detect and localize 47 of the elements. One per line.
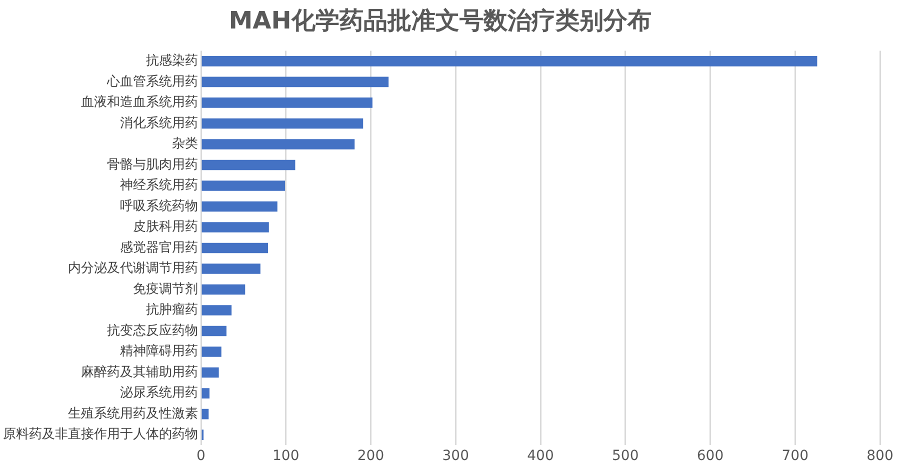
- bar: [202, 160, 296, 170]
- bar: [202, 139, 355, 150]
- bar: [202, 76, 389, 88]
- y-tick-label: 原料药及非直接作用于人体的药物: [3, 427, 198, 442]
- y-tick-label: 麻醉药及其辅助用药: [81, 364, 198, 380]
- y-tick-label: 生殖系统用药及性激素: [68, 406, 198, 422]
- bar: [202, 98, 372, 108]
- bar: [202, 222, 269, 232]
- bar: [202, 118, 364, 129]
- bar: [202, 264, 260, 274]
- y-tick-label: 抗变态反应药物: [107, 322, 198, 338]
- x-tick-label: 200: [357, 448, 384, 464]
- bar: [202, 388, 210, 398]
- y-tick-label: 免疫调节剂: [133, 280, 198, 297]
- bar: [202, 284, 246, 295]
- y-tick-label: 抗肿瘤药: [146, 302, 198, 318]
- x-tick-label: 800: [866, 448, 894, 464]
- y-tick-label: 抗感染药: [146, 54, 198, 69]
- bar: [202, 242, 268, 254]
- x-tick-label: 300: [442, 448, 469, 464]
- y-tick-label: 血液和造血系统用药: [81, 95, 198, 110]
- y-tick-label: 泌尿系统用药: [120, 386, 198, 401]
- bar: [202, 367, 219, 378]
- y-tick-label: 呼吸系统药物: [120, 198, 198, 214]
- y-tick-label: 精神障碍用药: [120, 344, 198, 360]
- chart-title: MAH化学药品批准文号数治疗类别分布: [228, 6, 652, 35]
- y-tick-label: 杂类: [172, 136, 198, 152]
- x-tick-label: 400: [527, 448, 554, 464]
- bar: [202, 408, 209, 420]
- bar: [202, 56, 818, 66]
- y-tick-label: 心血管系统用药: [106, 73, 198, 90]
- x-tick-label: 500: [612, 448, 639, 464]
- x-tick-label: 100: [272, 448, 300, 464]
- y-tick-label: 内分泌及代谢调节用药: [68, 261, 198, 276]
- bar: [202, 326, 226, 336]
- x-tick-label: 600: [696, 448, 724, 464]
- bar: [202, 305, 232, 316]
- x-tick-label: 700: [782, 448, 808, 464]
- y-tick-label: 消化系统用药: [120, 116, 198, 131]
- x-tick-label: 0: [196, 448, 206, 464]
- bar: [202, 346, 222, 357]
- bar: [202, 180, 286, 191]
- y-tick-label: 皮肤科用药: [133, 220, 198, 235]
- y-tick-label: 神经系统用药: [120, 178, 198, 194]
- bar: [202, 201, 278, 212]
- y-tick-label: 骨骼与肌肉用药: [107, 157, 198, 172]
- y-tick-label: 感觉器官用药: [120, 239, 198, 256]
